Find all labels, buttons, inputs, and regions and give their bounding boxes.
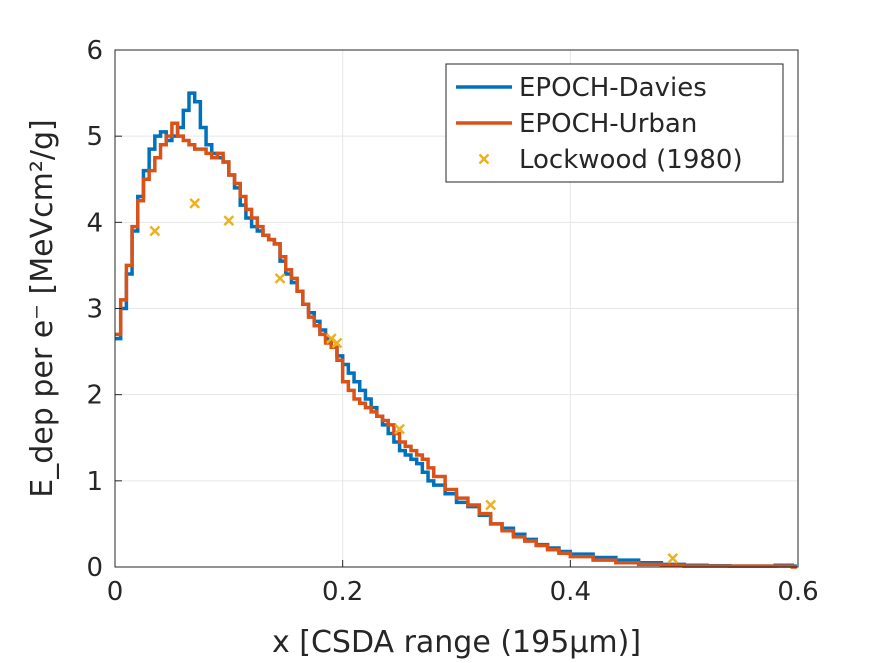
x-tick-label-1: 0.2 (322, 577, 363, 607)
data-point-2-6 (394, 423, 405, 435)
data-point-2-2 (223, 215, 235, 226)
x-tick-label-3: 0.6 (777, 577, 818, 607)
y-tick-label-2: 2 (86, 381, 103, 411)
data-point-2-7 (485, 499, 497, 511)
data-point-2-0 (149, 225, 161, 237)
data-point-2-3 (274, 272, 286, 284)
y-tick-label-6: 6 (86, 36, 103, 66)
legend-label-1: EPOCH-Urban (519, 109, 697, 139)
data-point-2-5 (331, 337, 343, 349)
labels: x [CSDA range (195μm)] E_dep per e⁻ [MeV… (25, 119, 641, 660)
y-tick-label-1: 1 (86, 467, 103, 497)
series-line-1 (115, 121, 797, 569)
series-group (115, 91, 797, 569)
y-tick-label-0: 0 (86, 553, 103, 583)
y-tick-label-4: 4 (86, 208, 103, 238)
data-point-2-1 (189, 197, 201, 209)
x-axis-label: x [CSDA range (195μm)] (272, 625, 641, 660)
x-tick-label-0: 0 (107, 577, 124, 607)
y-tick-label-3: 3 (86, 295, 103, 325)
legend-label-2: Lockwood (1980) (519, 145, 743, 175)
ticks: 0 0.2 0.4 0.6 0 1 2 3 4 5 6 (86, 36, 818, 607)
data-point-2-8 (667, 552, 679, 564)
legend-label-0: EPOCH-Davies (519, 73, 707, 103)
legend-marker-2 (478, 153, 490, 165)
x-tick-label-2: 0.4 (550, 577, 591, 607)
y-axis-label: E_dep per e⁻ [MeVcm²/g] (25, 119, 60, 497)
legend: EPOCH-Davies EPOCH-Urban Lockwood (1980) (445, 63, 784, 183)
y-tick-label-5: 5 (86, 122, 103, 152)
